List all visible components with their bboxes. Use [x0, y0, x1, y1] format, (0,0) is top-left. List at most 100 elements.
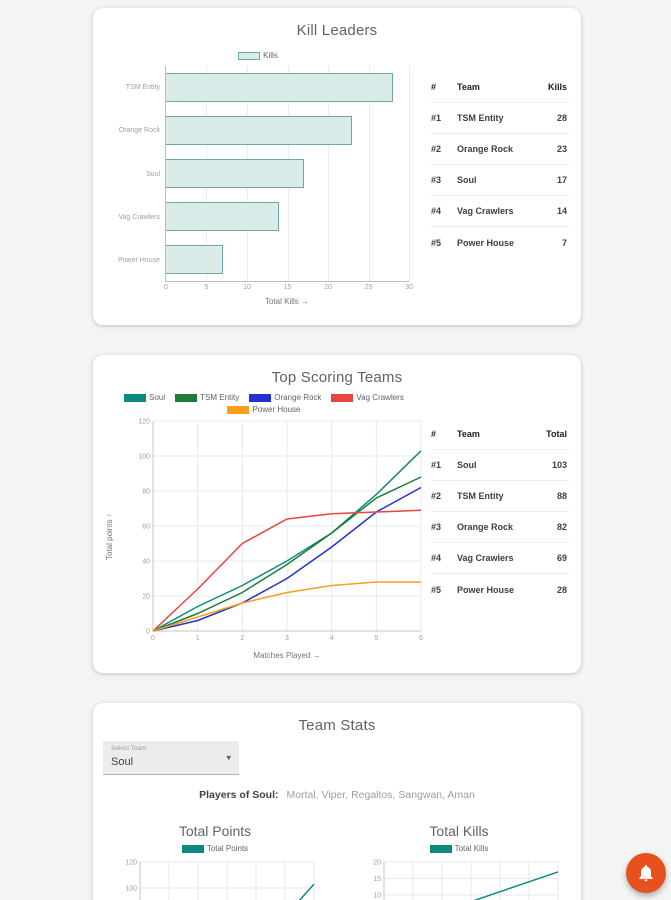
gridline [368, 66, 370, 281]
legend-swatch-icon [331, 393, 354, 402]
bar-plot-area: 0 5 10 15 20 25 30 [164, 66, 413, 291]
table-cell: #1 [431, 113, 442, 123]
notifications-fab-button[interactable] [626, 853, 666, 893]
bar-row [166, 195, 409, 238]
players-row: Players of Soul: Mortal, Viper, Regaltos… [93, 789, 581, 801]
total-kills-title: Total Kills [429, 823, 489, 839]
bar-category-label: Power House [117, 256, 160, 264]
x-tick-label: 30 [405, 284, 413, 291]
legend-swatch-icon [429, 844, 452, 853]
legend-swatch-icon [227, 405, 250, 414]
legend-label: Power House [252, 405, 301, 414]
table-cell: #1 [431, 460, 442, 470]
legend-label: Total Kills [454, 844, 489, 853]
top-scoring-title: Top Scoring Teams [271, 369, 403, 386]
x-tick-label: 20 [324, 284, 332, 291]
bar-category-labels: TSM Entity Orange Rock Soul Vag Crawlers Pow… [109, 66, 165, 282]
x-tick-label: 0 [164, 284, 168, 291]
legend-swatch-icon [181, 844, 204, 853]
bar-row [166, 66, 409, 109]
table-cell: #3 [431, 522, 442, 532]
legend-item[interactable]: Total Points [181, 844, 249, 853]
svg-text:120: 120 [138, 419, 150, 426]
total-kills-section: Total Kills Total Kills 012345605101520 [337, 815, 581, 900]
gridline [327, 66, 329, 281]
svg-text:2: 2 [240, 635, 244, 642]
kill-leaders-legend: Kills [93, 51, 423, 60]
total-points-section: Total Points Total Points 01234560204060… [93, 815, 337, 900]
table-cell: #3 [431, 175, 442, 185]
bar[interactable] [166, 159, 304, 188]
total-kills-chart[interactable]: 012345605101520 [354, 856, 564, 900]
table-cell: #4 [431, 206, 442, 216]
top-scoring-y-axis-label: Total points ↑ [105, 513, 114, 560]
table-cell: #5 [431, 584, 442, 595]
top-scoring-x-axis-label: Matches Played → [253, 651, 321, 660]
table-header-cell: Kills [547, 82, 567, 92]
legend-item[interactable]: TSM Entity [175, 393, 239, 402]
kill-leaders-card: Kill Leaders Kills TSM Entity Orange Rock… [93, 8, 581, 325]
top-scoring-table: # Team Total #1 Soul 103 #2 TSM Entity 88 #3 Orang… [431, 419, 569, 605]
table-header-row: # Team Total [431, 419, 569, 450]
svg-text:5: 5 [374, 635, 378, 642]
svg-text:15: 15 [373, 876, 381, 883]
svg-text:20: 20 [373, 860, 381, 867]
team-stats-card: Team Stats Select Team Soul ▾ Players of… [93, 703, 581, 900]
table-row: #2 Orange Rock 23 [431, 134, 569, 165]
bar[interactable] [166, 202, 280, 231]
svg-text:0: 0 [146, 629, 150, 636]
bar[interactable] [166, 73, 393, 102]
bar-rows [166, 66, 409, 281]
table-cell: #2 [431, 491, 442, 501]
table-header-cell: Total [546, 429, 567, 439]
kill-leaders-bar-chart[interactable]: TSM Entity Orange Rock Soul Vag Crawlers Pow… [109, 66, 413, 291]
svg-text:6: 6 [419, 635, 423, 642]
svg-text:10: 10 [373, 893, 381, 900]
legend-swatch-icon [175, 393, 198, 402]
svg-text:60: 60 [142, 524, 150, 531]
table-cell: 14 [556, 206, 567, 216]
table-row: #3 Orange Rock 82 [431, 512, 569, 543]
x-tick-label: 5 [204, 284, 209, 291]
legend-label: Orange Rock [274, 393, 322, 402]
table-cell: Soul [457, 175, 477, 185]
top-scoring-line-chart[interactable]: 0 1 2 3 4 5 6 0 20 40 60 80 100 120 [127, 415, 427, 654]
table-header-cell: Team [457, 429, 480, 439]
legend-label: Vag Crawlers [356, 393, 404, 402]
table-cell: Power House [457, 584, 515, 595]
table-cell: Orange Rock [457, 522, 514, 532]
svg-text:20: 20 [142, 594, 150, 601]
table-cell: 7 [561, 237, 567, 248]
bar-row [166, 238, 409, 281]
table-row: #1 TSM Entity 28 [431, 103, 569, 134]
table-cell: 82 [556, 522, 567, 532]
bar-row [166, 109, 409, 152]
legend-item[interactable]: Soul [124, 393, 165, 402]
legend-item[interactable]: Power House [227, 405, 301, 414]
table-row: #3 Soul 17 [431, 165, 569, 196]
bar[interactable] [166, 245, 223, 274]
table-cell: Power House [457, 237, 515, 248]
table-cell: 28 [556, 584, 567, 595]
x-axis-ticks: 0 5 10 15 20 25 30 [164, 281, 413, 293]
table-row: #2 TSM Entity 88 [431, 481, 569, 512]
table-cell: Orange Rock [457, 144, 514, 154]
legend-item[interactable]: Orange Rock [249, 393, 321, 402]
svg-text:1: 1 [196, 635, 200, 642]
players-label: Players of Soul: [199, 789, 279, 801]
team-stats-title: Team Stats [298, 717, 376, 734]
table-cell: 23 [556, 144, 567, 154]
table-cell: Soul [457, 460, 477, 470]
table-cell: Vag Crawlers [457, 553, 514, 563]
legend-item[interactable]: Vag Crawlers [331, 393, 404, 402]
total-points-legend: Total Points [93, 844, 337, 853]
table-cell: 103 [551, 460, 567, 470]
team-select[interactable]: Select Team Soul ▾ [103, 741, 239, 775]
legend-item[interactable]: Total Kills [429, 844, 489, 853]
legend-item[interactable]: Kills [238, 51, 278, 60]
bar[interactable] [166, 116, 353, 145]
legend-label: Total Points [206, 844, 249, 853]
players-list: Mortal, Viper, Regaltos, Sangwan, Aman [286, 789, 475, 801]
bell-icon [639, 865, 653, 882]
